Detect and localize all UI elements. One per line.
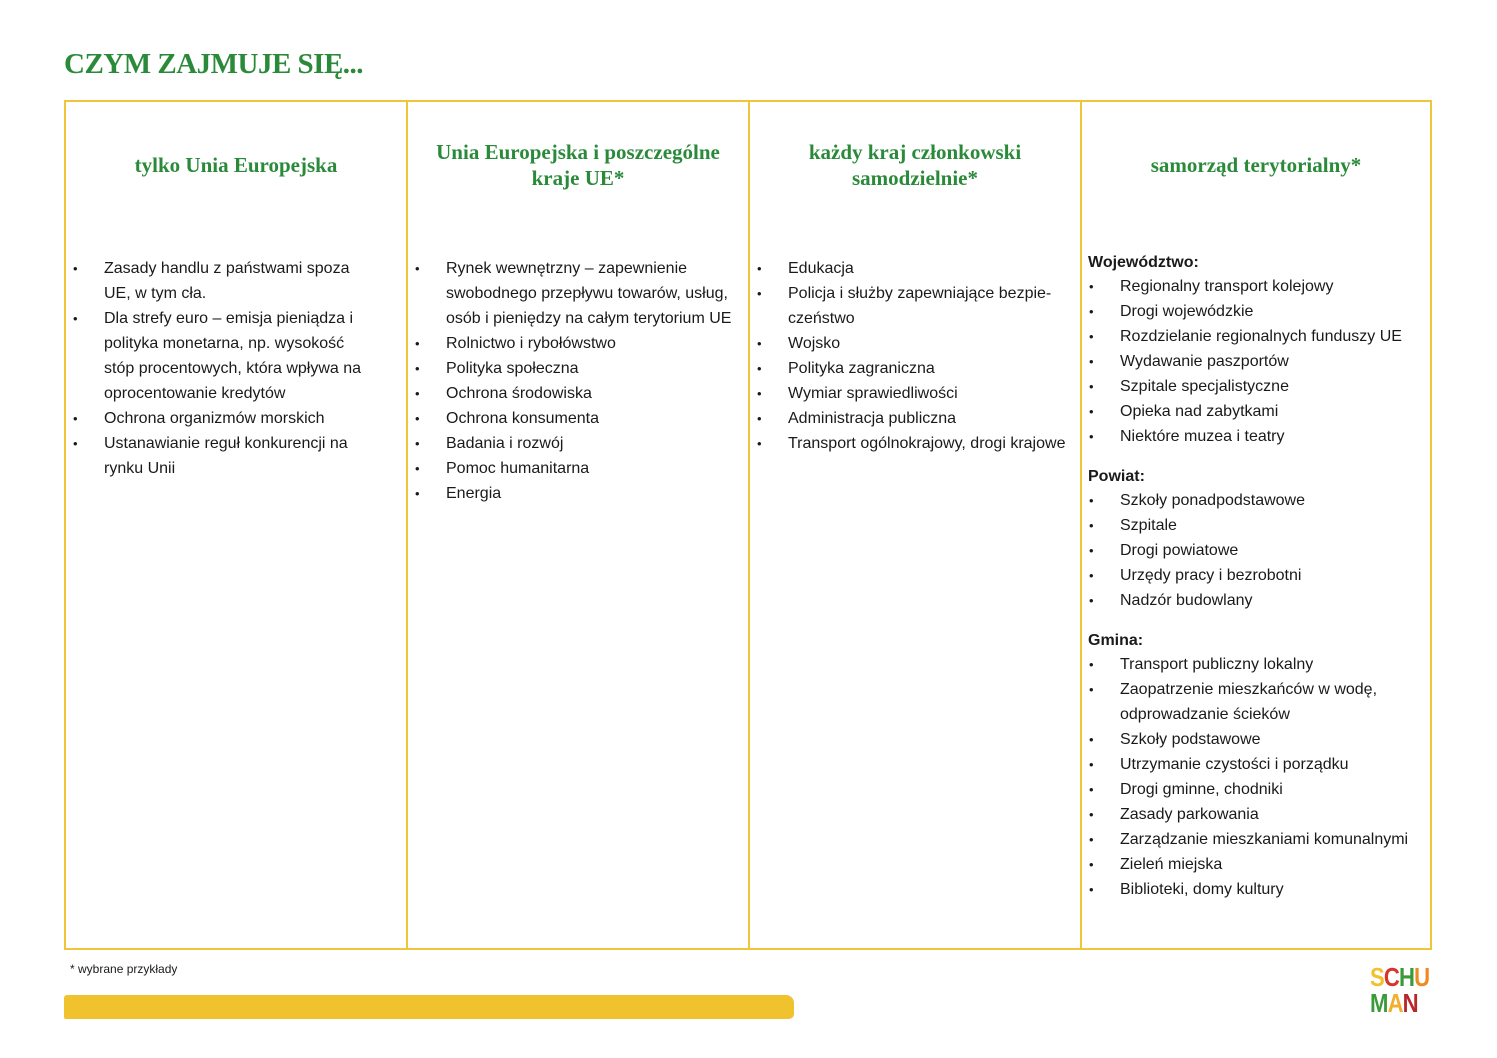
list-item: Polityka zagraniczna: [757, 356, 1070, 381]
list-item: Drogi powiatowe: [1089, 538, 1420, 563]
list-item: Nadzór budowlany: [1089, 588, 1420, 613]
list-item: Transport ogólnokrajowy, drogi krajowe: [757, 431, 1070, 456]
list: Zasady handlu z państwami spoza UE, w ty…: [73, 256, 363, 481]
list-item: Policja i służby zapewniające bezpie-cze…: [757, 281, 1070, 331]
list-item: Edukacja: [757, 256, 1070, 281]
list-item: Wymiar sprawiedliwości: [757, 381, 1070, 406]
list-item: Badania i rozwój: [415, 431, 738, 456]
list-item: Regionalny transport kolejowy: [1089, 274, 1420, 299]
list-item: Utrzymanie czystości i porządku: [1089, 752, 1420, 777]
list-item: Polityka społeczna: [415, 356, 738, 381]
list-item: Zaopatrzenie mieszkańców w wodę, odprowa…: [1089, 677, 1420, 727]
section-wojewodztwo: Województwo: Regionalny transport kolejo…: [1088, 252, 1420, 449]
logo-letter: M: [1370, 988, 1388, 1018]
list-item: Rynek wewnętrzny – zapewnienie swobodneg…: [415, 256, 738, 331]
schuman-logo: SCHU MAN: [1370, 962, 1430, 1018]
list-item: Opieka nad zabytkami: [1089, 399, 1420, 424]
section-gmina: Gmina: Transport publiczny lokalnyZaopat…: [1088, 630, 1420, 902]
list-item: Rolnictwo i rybołówstwo: [415, 331, 738, 356]
list-item: Ochrona konsumenta: [415, 406, 738, 431]
list: EdukacjaPolicja i służby zapewniające be…: [757, 256, 1070, 456]
competences-table: tylko Unia Europejska Zasady handlu z pa…: [64, 100, 1432, 950]
list: Rynek wewnętrzny – zapewnienie swobodneg…: [415, 256, 738, 506]
column-eu-and-states: Unia Europejska i poszczególne kraje UE*…: [408, 102, 750, 948]
column-header: tylko Unia Europejska: [134, 153, 338, 177]
list-item: Szpitale specjalistyczne: [1089, 374, 1420, 399]
list-item: Zasady parkowania: [1089, 802, 1420, 827]
section-heading: Powiat:: [1088, 468, 1145, 485]
logo-letter: H: [1399, 962, 1415, 992]
list-item: Ochrona środowiska: [415, 381, 738, 406]
list-item: Biblioteki, domy kultury: [1089, 877, 1420, 902]
list: Regionalny transport kolejowyDrogi wojew…: [1089, 274, 1420, 449]
list-item: Szkoły ponadpodstawowe: [1089, 488, 1420, 513]
list-item: Drogi gminne, chodniki: [1089, 777, 1420, 802]
list: Szkoły ponadpodstawoweSzpitaleDrogi powi…: [1089, 488, 1420, 613]
list-item: Zarządzanie mieszkaniami komunalnymi: [1089, 827, 1420, 852]
list-item: Ochrona organizmów morskich: [73, 406, 363, 431]
logo-letter: N: [1402, 988, 1419, 1018]
list-item: Zasady handlu z państwami spoza UE, w ty…: [73, 256, 363, 306]
column-header: każdy kraj członkowski samodzielnie*: [808, 140, 1022, 190]
logo-letter: U: [1414, 962, 1430, 992]
list: Transport publiczny lokalnyZaopatrzenie …: [1089, 652, 1420, 902]
list-item: Szpitale: [1089, 513, 1420, 538]
section-heading: Województwo:: [1088, 254, 1199, 271]
list-item: Energia: [415, 481, 738, 506]
section-heading: Gmina:: [1088, 632, 1144, 649]
list-item: Drogi wojewódzkie: [1089, 299, 1420, 324]
column-local-government: samorząd terytorialny* Województwo: Regi…: [1082, 102, 1430, 948]
list-item: Wojsko: [757, 331, 1070, 356]
list-item: Dla strefy euro – emisja pieniądza i pol…: [73, 306, 363, 406]
list-item: Pomoc humanitarna: [415, 456, 738, 481]
list-item: Transport publiczny lokalny: [1089, 652, 1420, 677]
list-item: Niektóre muzea i teatry: [1089, 424, 1420, 449]
column-eu-only: tylko Unia Europejska Zasady handlu z pa…: [66, 102, 408, 948]
column-member-states: każdy kraj członkowski samodzielnie* Edu…: [750, 102, 1082, 948]
list-item: Rozdzielanie regionalnych funduszy UE: [1089, 324, 1420, 349]
logo-letter: C: [1383, 962, 1400, 992]
list-item: Urzędy pracy i bezrobotni: [1089, 563, 1420, 588]
list-item: Ustanawianie reguł konkurencji na rynku …: [73, 431, 363, 481]
list-item: Szkoły podstawowe: [1089, 727, 1420, 752]
page-title: CZYM ZAJMUJE SIĘ...: [64, 48, 364, 80]
logo-letter: A: [1387, 988, 1404, 1018]
decorative-brush-stroke: [64, 995, 794, 1019]
column-header: samorząd terytorialny*: [1150, 153, 1362, 177]
list-item: Administracja publiczna: [757, 406, 1070, 431]
footnote: * wybrane przykłady: [70, 962, 178, 976]
logo-letter: S: [1370, 962, 1385, 992]
column-header: Unia Europejska i poszczególne kraje UE*: [436, 140, 720, 190]
list-item: Zieleń miejska: [1089, 852, 1420, 877]
list-item: Wydawanie paszportów: [1089, 349, 1420, 374]
section-powiat: Powiat: Szkoły ponadpodstawoweSzpitaleDr…: [1088, 466, 1420, 613]
